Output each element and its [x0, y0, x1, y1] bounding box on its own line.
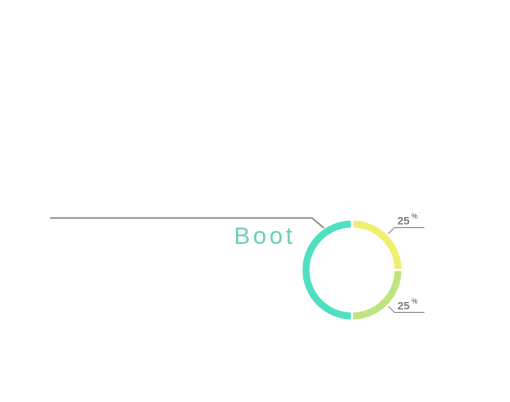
slice-unit-1: %: [411, 298, 418, 305]
donut-slices: [302, 220, 402, 320]
donut-slice-2: [302, 220, 351, 320]
slice-label-1: 25: [397, 300, 409, 312]
slice-leader-0: [388, 227, 425, 234]
slice-label-0: 25: [397, 216, 409, 228]
slice-unit-0: %: [411, 214, 418, 221]
donut-slice-1: [352, 270, 402, 320]
slice-labels: 25 %25%: [388, 214, 425, 313]
donut-slice-0: [352, 220, 402, 270]
slice-leader-1: [388, 306, 425, 313]
chart-title: Boot: [234, 223, 295, 250]
title-leader-line: [50, 217, 325, 229]
